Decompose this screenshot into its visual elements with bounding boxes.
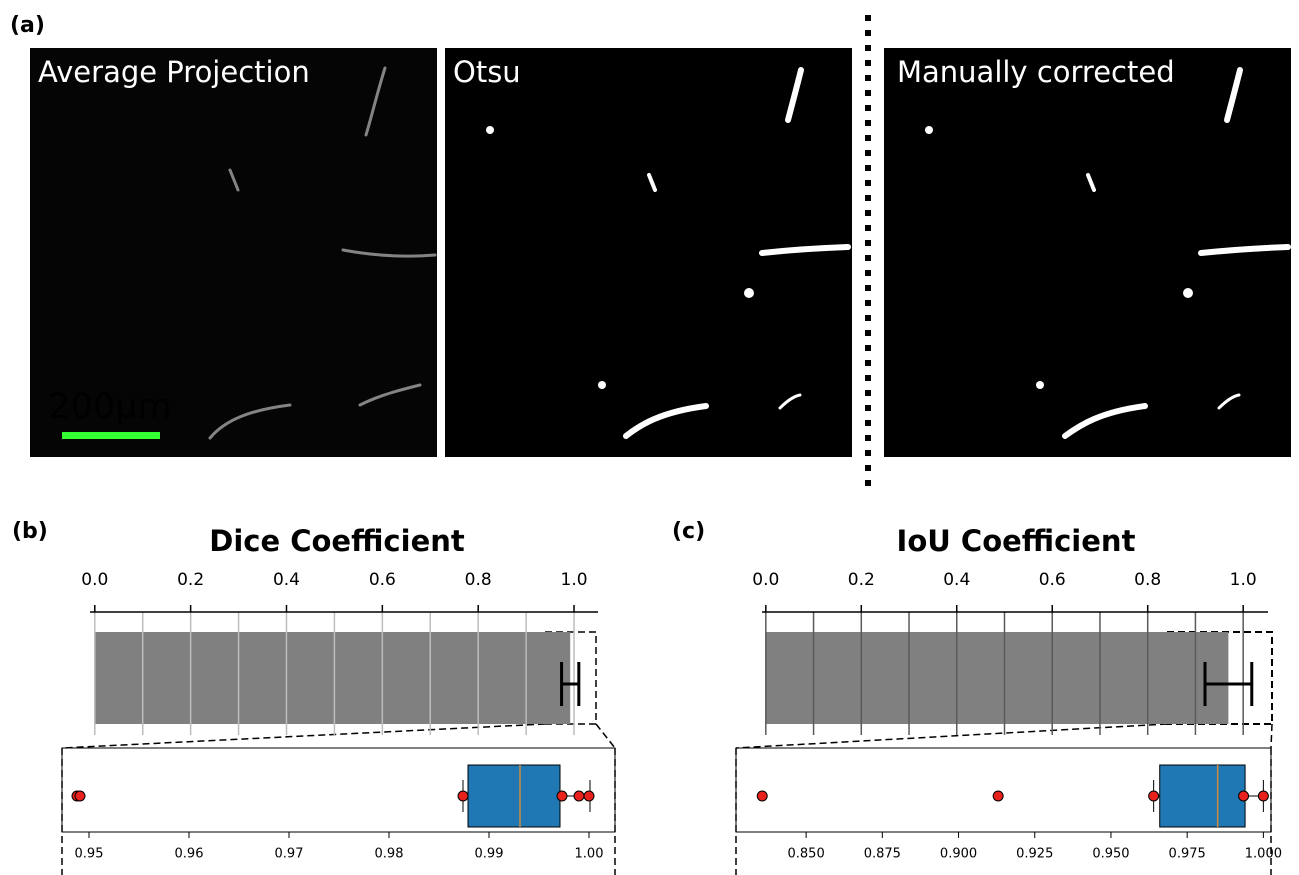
- data-point: [75, 791, 85, 801]
- x-tick-label: 0.4: [943, 570, 970, 590]
- image: Otsu: [445, 48, 852, 457]
- data-point: [458, 791, 468, 801]
- panel-label: (a): [10, 13, 45, 38]
- image-label: Otsu: [453, 55, 521, 89]
- x-tick-label: 0.0: [81, 570, 108, 590]
- image: Average Projection 200µm: [30, 48, 437, 457]
- x-tick-label: 1.00: [575, 847, 604, 862]
- x-tick-label: 0.98: [375, 847, 404, 862]
- image: Manually corrected: [884, 48, 1291, 457]
- x-tick-label: 0.8: [465, 570, 492, 590]
- x-tick-label: 0.8: [1134, 570, 1161, 590]
- x-tick-label: 0.925: [1016, 847, 1053, 862]
- box: [468, 765, 560, 827]
- data-point: [557, 791, 567, 801]
- x-tick-label: 0.875: [864, 847, 901, 862]
- bar: [766, 632, 1229, 724]
- x-tick-label: 1.0: [561, 570, 588, 590]
- x-tick-label: 0.97: [275, 847, 304, 862]
- x-tick-label: 0.950: [1092, 847, 1129, 862]
- data-point: [584, 791, 594, 801]
- panel-label: (c): [672, 519, 705, 544]
- figure: (a) (b) (c) Average Projection 200µm Ots…: [0, 0, 1299, 875]
- chart-title: Dice Coefficient: [209, 524, 465, 558]
- data-point: [993, 791, 1003, 801]
- x-tick-label: 0.900: [940, 847, 977, 862]
- scale-label: 200µm: [48, 387, 171, 427]
- chart-title: IoU Coefficient: [897, 524, 1136, 558]
- x-tick-label: 0.96: [175, 847, 204, 862]
- image-label: Manually corrected: [897, 55, 1175, 89]
- box: [1160, 765, 1245, 827]
- bar: [95, 632, 570, 724]
- data-point: [1239, 791, 1249, 801]
- x-tick-label: 0.0: [752, 570, 779, 590]
- x-tick-label: 1.0: [1230, 570, 1257, 590]
- data-point: [1149, 791, 1159, 801]
- data-point: [1258, 791, 1268, 801]
- data-point: [574, 791, 584, 801]
- x-tick-label: 0.2: [848, 570, 875, 590]
- x-tick-label: 0.4: [273, 570, 300, 590]
- x-tick-label: 0.95: [75, 847, 104, 862]
- x-tick-label: 0.6: [1039, 570, 1066, 590]
- x-tick-label: 0.99: [475, 847, 504, 862]
- panel-label: (b): [12, 519, 48, 544]
- x-tick-label: 1.000: [1245, 847, 1282, 862]
- data-point: [757, 791, 767, 801]
- x-tick-label: 0.6: [369, 570, 396, 590]
- image-label: Average Projection: [38, 55, 310, 89]
- x-tick-label: 0.850: [788, 847, 825, 862]
- x-tick-label: 0.2: [177, 570, 204, 590]
- x-tick-label: 0.975: [1169, 847, 1206, 862]
